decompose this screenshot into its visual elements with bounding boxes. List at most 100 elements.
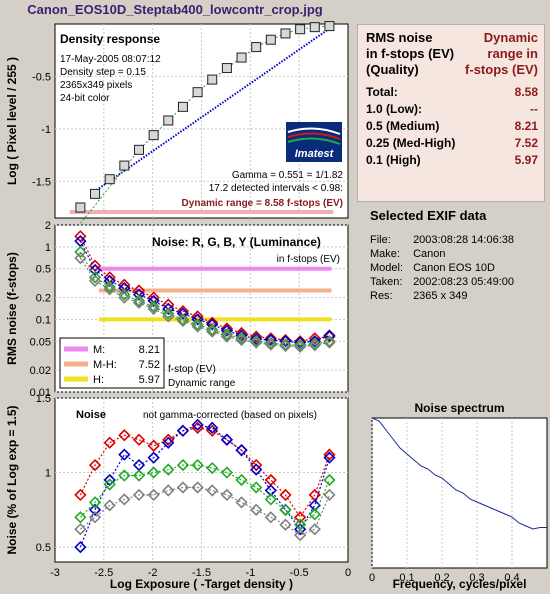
table-row: 1.0 (Low): -- — [366, 102, 538, 119]
spectrum-line — [371, 417, 547, 530]
data-point-G — [88, 496, 102, 509]
noise-summary-table: RMS noise in f-stops (EV) (Quality) Dyna… — [357, 24, 545, 202]
data-point-G — [250, 335, 263, 348]
data-point-B — [294, 523, 307, 536]
imatest-logo: Imatest — [286, 122, 342, 162]
data-point-B — [279, 335, 292, 348]
row-value: 5.97 — [514, 153, 538, 167]
data-point-Y — [74, 251, 87, 265]
data-point-R — [323, 448, 336, 461]
density-point — [133, 144, 144, 155]
x-tick-label: -2 — [148, 567, 158, 579]
gamma-fit-line — [93, 28, 330, 193]
rms-noise-title: Noise: R, G, B, Y (Luminance) — [152, 235, 321, 249]
data-point-G — [147, 300, 160, 313]
data-point-Y — [279, 339, 292, 353]
data-point-Y — [206, 325, 219, 338]
data-point-B — [147, 294, 160, 308]
density-info-line: 24-bit color — [60, 93, 110, 104]
y-tick-label: 0.05 — [30, 336, 51, 348]
y-axis-label: Noise (% of Log exp = 1.5) — [5, 405, 19, 554]
data-point-B — [235, 444, 248, 457]
data-point-Y — [176, 481, 190, 494]
data-point-Y — [220, 330, 234, 343]
series-line-R — [79, 235, 330, 342]
header-left-line-2: in f-stops (EV) — [366, 46, 455, 61]
density-point — [265, 34, 276, 45]
density-point — [295, 24, 306, 35]
data-point-B — [250, 463, 263, 476]
data-point-B — [250, 332, 263, 345]
density-point — [309, 22, 320, 33]
legend-label: M: — [93, 344, 105, 356]
y-tick-label: 0.5 — [36, 542, 51, 554]
data-point-G — [308, 508, 321, 521]
exif-value: 2002:08:23 05:49:00 — [413, 276, 514, 288]
row-value: 7.52 — [514, 136, 538, 150]
data-point-R — [88, 458, 102, 472]
density-point — [75, 202, 86, 213]
x-axis-label: Log Exposure ( -Target density ) — [110, 577, 293, 591]
density-point — [324, 21, 335, 32]
exif-line: File: 2003:08:28 14:06:38 — [370, 234, 514, 246]
y-tick-label: 0.2 — [36, 293, 51, 305]
data-point-R — [147, 439, 160, 452]
data-point-B — [103, 274, 116, 287]
data-point-G — [74, 245, 87, 259]
data-point-G — [323, 335, 336, 348]
data-point-G — [294, 339, 307, 352]
density-info-line: Density step = 0.15 — [60, 67, 146, 78]
data-point-B — [118, 448, 131, 461]
noise-title: Noise — [76, 409, 106, 421]
y-tick-label: 0.5 — [36, 264, 51, 276]
data-point-Y — [162, 310, 175, 323]
data-point-Y — [279, 518, 292, 531]
data-point-G — [235, 332, 248, 345]
data-point-G — [220, 328, 234, 341]
data-point-G — [118, 469, 131, 482]
exif-key: Taken: — [370, 276, 403, 288]
data-point-G — [191, 318, 204, 331]
data-point-G — [147, 466, 160, 479]
spectrum-title: Noise spectrum — [414, 401, 504, 415]
data-point-B — [220, 433, 234, 446]
data-point-B — [162, 302, 175, 315]
exif-key: Model: — [370, 262, 404, 274]
data-point-G — [176, 313, 190, 326]
data-point-Y — [88, 274, 102, 287]
density-info-line: 17-May-2005 08:07:12 — [60, 54, 161, 65]
x-tick-label: 0.1 — [399, 572, 414, 584]
header-left-line-3: (Quality) — [366, 62, 419, 77]
data-point-B — [206, 421, 219, 434]
row-value: 8.58 — [514, 85, 538, 99]
exif-key: File: — [370, 234, 391, 246]
y-tick-label: -1 — [41, 124, 51, 136]
legend: M: 8.21 M-H: 7.52 H: 5.97 — [59, 337, 165, 389]
y-axis-label: RMS noise (f-stops) — [5, 252, 19, 365]
data-point-Y — [118, 493, 131, 506]
exif-value: Canon — [413, 248, 446, 260]
data-point-R — [294, 511, 307, 524]
data-point-G — [103, 280, 116, 294]
row-label: 0.5 (Medium) — [366, 119, 440, 133]
exif-line: Make: Canon — [370, 248, 445, 260]
header-right-line-3: f-stops (EV) — [465, 62, 538, 77]
legend-value: 7.52 — [139, 359, 160, 371]
data-point-G — [279, 338, 292, 351]
data-point-B — [147, 451, 160, 464]
table-row: 0.25 (Med-High) 7.52 — [366, 136, 538, 153]
series-line-G — [79, 251, 330, 346]
exif-heading: Selected EXIF data — [370, 208, 487, 223]
header-right-line-1: Dynamic — [483, 30, 538, 45]
logo-text: Imatest — [295, 148, 335, 160]
exif-value: Canon EOS 10D — [413, 262, 495, 274]
data-point-Y — [308, 523, 321, 536]
x-tick-label: 0 — [369, 572, 375, 584]
data-point-B — [206, 318, 219, 331]
data-point-Y — [206, 484, 219, 497]
logo-stripe — [287, 132, 341, 140]
data-point-B — [176, 424, 190, 437]
data-point-G — [308, 337, 321, 351]
data-point-Y — [294, 529, 307, 542]
